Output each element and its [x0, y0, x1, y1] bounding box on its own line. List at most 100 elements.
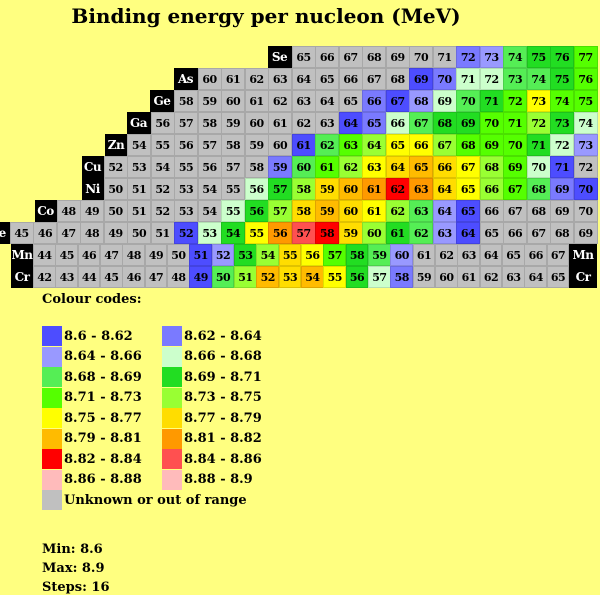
nuclide-cell: 62 [268, 90, 292, 112]
nuclide-cell: 74 [573, 112, 598, 134]
nuclide-cell: 63 [362, 156, 386, 178]
nuclide-cell: 43 [55, 266, 79, 288]
nuclide-cell: 54 [197, 200, 222, 222]
nuclide-cell: 59 [315, 200, 339, 222]
nuclide-cell: 52 [211, 244, 235, 266]
nuclide-cell: 63 [268, 68, 292, 90]
nuclide-cell: 70 [479, 112, 504, 134]
nuclide-cell: 69 [432, 90, 457, 112]
element-label-zn: Zn [105, 134, 127, 156]
nuclide-cell: 62 [385, 200, 410, 222]
nuclide-cell: 54 [127, 134, 151, 156]
nuclide-cell: 64 [432, 200, 457, 222]
legend-item: 8.88 - 8.9 [162, 469, 253, 490]
element-label-se: Se [267, 46, 292, 68]
nuclide-cell: 62 [409, 222, 433, 244]
nuclide-cell: 61 [385, 222, 410, 244]
nuclide-cell: 69 [385, 46, 410, 68]
nuclide-cell: 58 [291, 178, 316, 200]
legend-label: 8.79 - 8.81 [64, 431, 142, 446]
legend-item: 8.79 - 8.81 [42, 428, 142, 449]
legend-label: 8.62 - 8.64 [184, 328, 262, 344]
legend-label: 8.84 - 8.86 [184, 451, 262, 467]
nuclide-cell: 61 [221, 68, 245, 90]
nuclide-cell: 63 [432, 222, 457, 244]
nuclide-cell: 56 [345, 266, 369, 288]
nuclide-cell: 64 [385, 156, 410, 178]
nuclide-cell: 50 [103, 178, 128, 200]
nuclide-cell: 70 [456, 90, 480, 112]
nuclide-cell: 66 [338, 68, 363, 90]
nuclide-cell: 45 [55, 244, 79, 266]
nuclide-cell: 59 [338, 222, 363, 244]
nuclide-cell: 59 [268, 156, 292, 178]
nuclide-cell: 49 [189, 266, 213, 288]
legend-item: 8.69 - 8.71 [162, 367, 262, 387]
nuclide-cell: 62 [435, 244, 458, 266]
nuclide-cell: 74 [550, 90, 574, 112]
element-label-ni: Ni [81, 178, 104, 200]
nuclide-cell: 70 [573, 178, 598, 200]
legend-swatch [42, 346, 62, 367]
legend-item: 8.77 - 8.79 [162, 408, 262, 428]
legend-swatch [42, 449, 62, 469]
nuclide-cell: 64 [524, 266, 548, 288]
nuclide-cell: 67 [546, 244, 570, 266]
nuclide-cell: 49 [80, 200, 104, 222]
nuclide-cell: 62 [315, 134, 339, 156]
stat-min: Min: 8.6 [42, 542, 103, 557]
nuclide-cell: 56 [268, 222, 292, 244]
nuclide-cell: 69 [479, 134, 504, 156]
nuclide-cell: 53 [127, 156, 151, 178]
nuclide-cell: 67 [432, 134, 457, 156]
nuclide-cell: 67 [409, 112, 433, 134]
nuclide-cell: 69 [550, 178, 574, 200]
nuclide-cell: 56 [244, 178, 269, 200]
nuclide-cell: 58 [174, 90, 198, 112]
legend-item: 8.71 - 8.73 [42, 387, 142, 408]
nuclide-cell: 52 [150, 200, 175, 222]
legend-label: 8.64 - 8.66 [64, 349, 142, 364]
nuclide-cell: 55 [221, 178, 245, 200]
nuclide-cell: 58 [390, 266, 414, 288]
nuclide-cell: 50 [167, 244, 190, 266]
stat-max: Max: 8.9 [42, 561, 105, 576]
nuclide-cell: 59 [244, 134, 269, 156]
nuclide-cell: 56 [301, 244, 324, 266]
legend-item: 8.82 - 8.84 [42, 449, 142, 469]
nuclide-cell: 53 [197, 222, 222, 244]
nuclide-cell: 50 [211, 266, 235, 288]
nuclide-cell: 54 [197, 178, 222, 200]
element-label-mn: Mn [11, 244, 33, 266]
nuclide-cell: 64 [362, 134, 386, 156]
nuclide-cell: 70 [409, 46, 433, 68]
legend-item: 8.73 - 8.75 [162, 387, 262, 408]
legend-swatch [42, 387, 62, 408]
legend-label: 8.86 - 8.88 [64, 472, 142, 487]
legend-item: 8.86 - 8.88 [42, 469, 142, 490]
nuclide-cell: 66 [315, 46, 339, 68]
nuclide-cell: 73 [526, 90, 551, 112]
nuclide-cell: 49 [144, 244, 168, 266]
nuclide-cell: 57 [323, 244, 347, 266]
legend-item: 8.64 - 8.66 [42, 346, 142, 367]
nuclide-cell: 63 [457, 244, 481, 266]
legend-item: 8.66 - 8.68 [162, 346, 262, 367]
nuclide-cell: 75 [573, 90, 598, 112]
stat-steps: Steps: 16 [42, 580, 110, 595]
nuclide-cell: 56 [174, 134, 198, 156]
nuclide-cell: 48 [167, 266, 190, 288]
nuclide-cell: 48 [80, 222, 104, 244]
nuclide-cell: 67 [503, 178, 527, 200]
nuclide-cell: 73 [479, 46, 504, 68]
nuclide-cell: 66 [503, 222, 527, 244]
legend-label: 8.6 - 8.62 [64, 328, 133, 344]
nuclide-cell: 66 [385, 112, 410, 134]
nuclide-cell: 64 [456, 222, 480, 244]
nuclide-cell: 68 [362, 46, 386, 68]
nuclide-cell: 59 [221, 112, 245, 134]
element-label-cu: Cu [81, 156, 104, 178]
nuclide-cell: 46 [122, 266, 146, 288]
nuclide-cell: 51 [189, 244, 213, 266]
nuclide-cell: 68 [479, 156, 504, 178]
